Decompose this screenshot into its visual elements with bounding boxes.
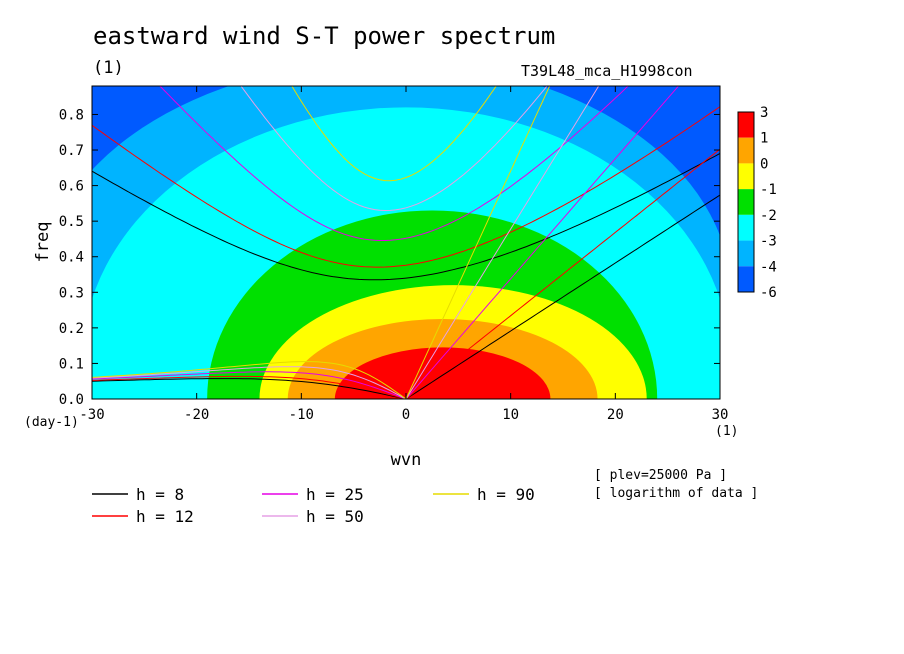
colorbar-label: -1 xyxy=(760,182,777,198)
x-unit-label: (1) xyxy=(715,424,739,439)
x-tick-label: -30 xyxy=(79,407,104,423)
y-tick-label: 0.8 xyxy=(59,107,84,123)
legend-label: h = 90 xyxy=(477,485,535,504)
inertia-gravity-curve xyxy=(240,86,548,212)
kelvin-curve xyxy=(405,148,720,399)
plev-note: [ plev=25000 Pa ] xyxy=(594,468,728,483)
kelvin-curve xyxy=(405,86,600,399)
y-unit-label: (day-1) xyxy=(24,415,79,430)
y-tick-label: 0.7 xyxy=(59,143,84,159)
x-tick-label: 20 xyxy=(607,407,624,423)
rossby-curve xyxy=(92,378,407,399)
colorbar-swatch xyxy=(738,137,754,164)
y-axis-label: freq xyxy=(33,222,53,263)
colorbar-label: 3 xyxy=(760,105,768,121)
x-tick-label: 0 xyxy=(402,407,410,423)
colorbar-label: -2 xyxy=(760,208,777,224)
colorbar-label: -3 xyxy=(760,234,777,250)
kelvin-curve xyxy=(405,86,680,399)
inertia-gravity-curve xyxy=(159,86,629,241)
x-tick-label: -20 xyxy=(184,407,209,423)
colorbar-label: -6 xyxy=(760,285,777,301)
colorbar-swatch xyxy=(738,112,754,138)
y-tick-label: 0.3 xyxy=(59,285,84,301)
kelvin-curve xyxy=(405,194,720,399)
y-tick-label: 0.0 xyxy=(59,392,84,408)
kelvin-curve xyxy=(405,86,551,399)
legend-label: h = 8 xyxy=(136,485,184,504)
chart-title: eastward wind S-T power spectrum xyxy=(93,22,556,50)
colorbar-frame xyxy=(737,111,755,293)
x-tick-label: 30 xyxy=(712,407,729,423)
contour-band xyxy=(334,347,551,399)
legend-label: h = 50 xyxy=(306,507,364,526)
inertia-gravity-curve xyxy=(92,152,720,281)
colorbar-swatch xyxy=(738,266,754,292)
colorbar: 3 1 0 -1 -2 -3 -4 -6 xyxy=(737,105,777,301)
y-tick-label: 0.6 xyxy=(59,179,84,195)
y-tick-label: 0.4 xyxy=(59,250,84,266)
legend-label: h = 25 xyxy=(306,485,364,504)
legend: h = 8 h = 12 h = 25 h = 50 h = 90 xyxy=(92,485,535,526)
subtitle-right: T39L48_mca_H1998con xyxy=(521,62,693,80)
subtitle-left: (1) xyxy=(93,58,124,78)
contour-bands xyxy=(92,86,720,399)
log-note: [ logarithm of data ] xyxy=(594,486,759,501)
legend-label: h = 12 xyxy=(136,507,194,526)
colorbar-label: 1 xyxy=(760,131,768,147)
rossby-curve xyxy=(92,375,407,399)
x-tick-label: -10 xyxy=(289,407,314,423)
y-tick-label: 0.2 xyxy=(59,321,84,337)
axes: -30 -20 -10 0 10 20 30 0.0 0.1 0.2 0.3 0.4 0.5 0.6 0.7… xyxy=(33,86,728,470)
x-tick-label: 10 xyxy=(502,407,519,423)
colorbar-label: 0 xyxy=(760,156,768,172)
inertia-gravity-curve xyxy=(291,86,497,182)
colorbar-swatch xyxy=(738,214,754,241)
x-axis-label: wvn xyxy=(391,450,422,470)
colorbar-swatch xyxy=(738,189,754,215)
dispersion-curves xyxy=(92,86,720,399)
rossby-curve xyxy=(92,366,407,399)
rossby-curve xyxy=(92,361,407,399)
rossby-curve xyxy=(92,371,407,399)
colorbar-swatch xyxy=(738,240,754,267)
colorbar-label: -4 xyxy=(760,259,777,275)
inertia-gravity-curve xyxy=(92,106,720,268)
y-tick-label: 0.5 xyxy=(59,214,84,230)
colorbar-swatch xyxy=(738,163,754,190)
y-tick-label: 0.1 xyxy=(59,356,84,372)
